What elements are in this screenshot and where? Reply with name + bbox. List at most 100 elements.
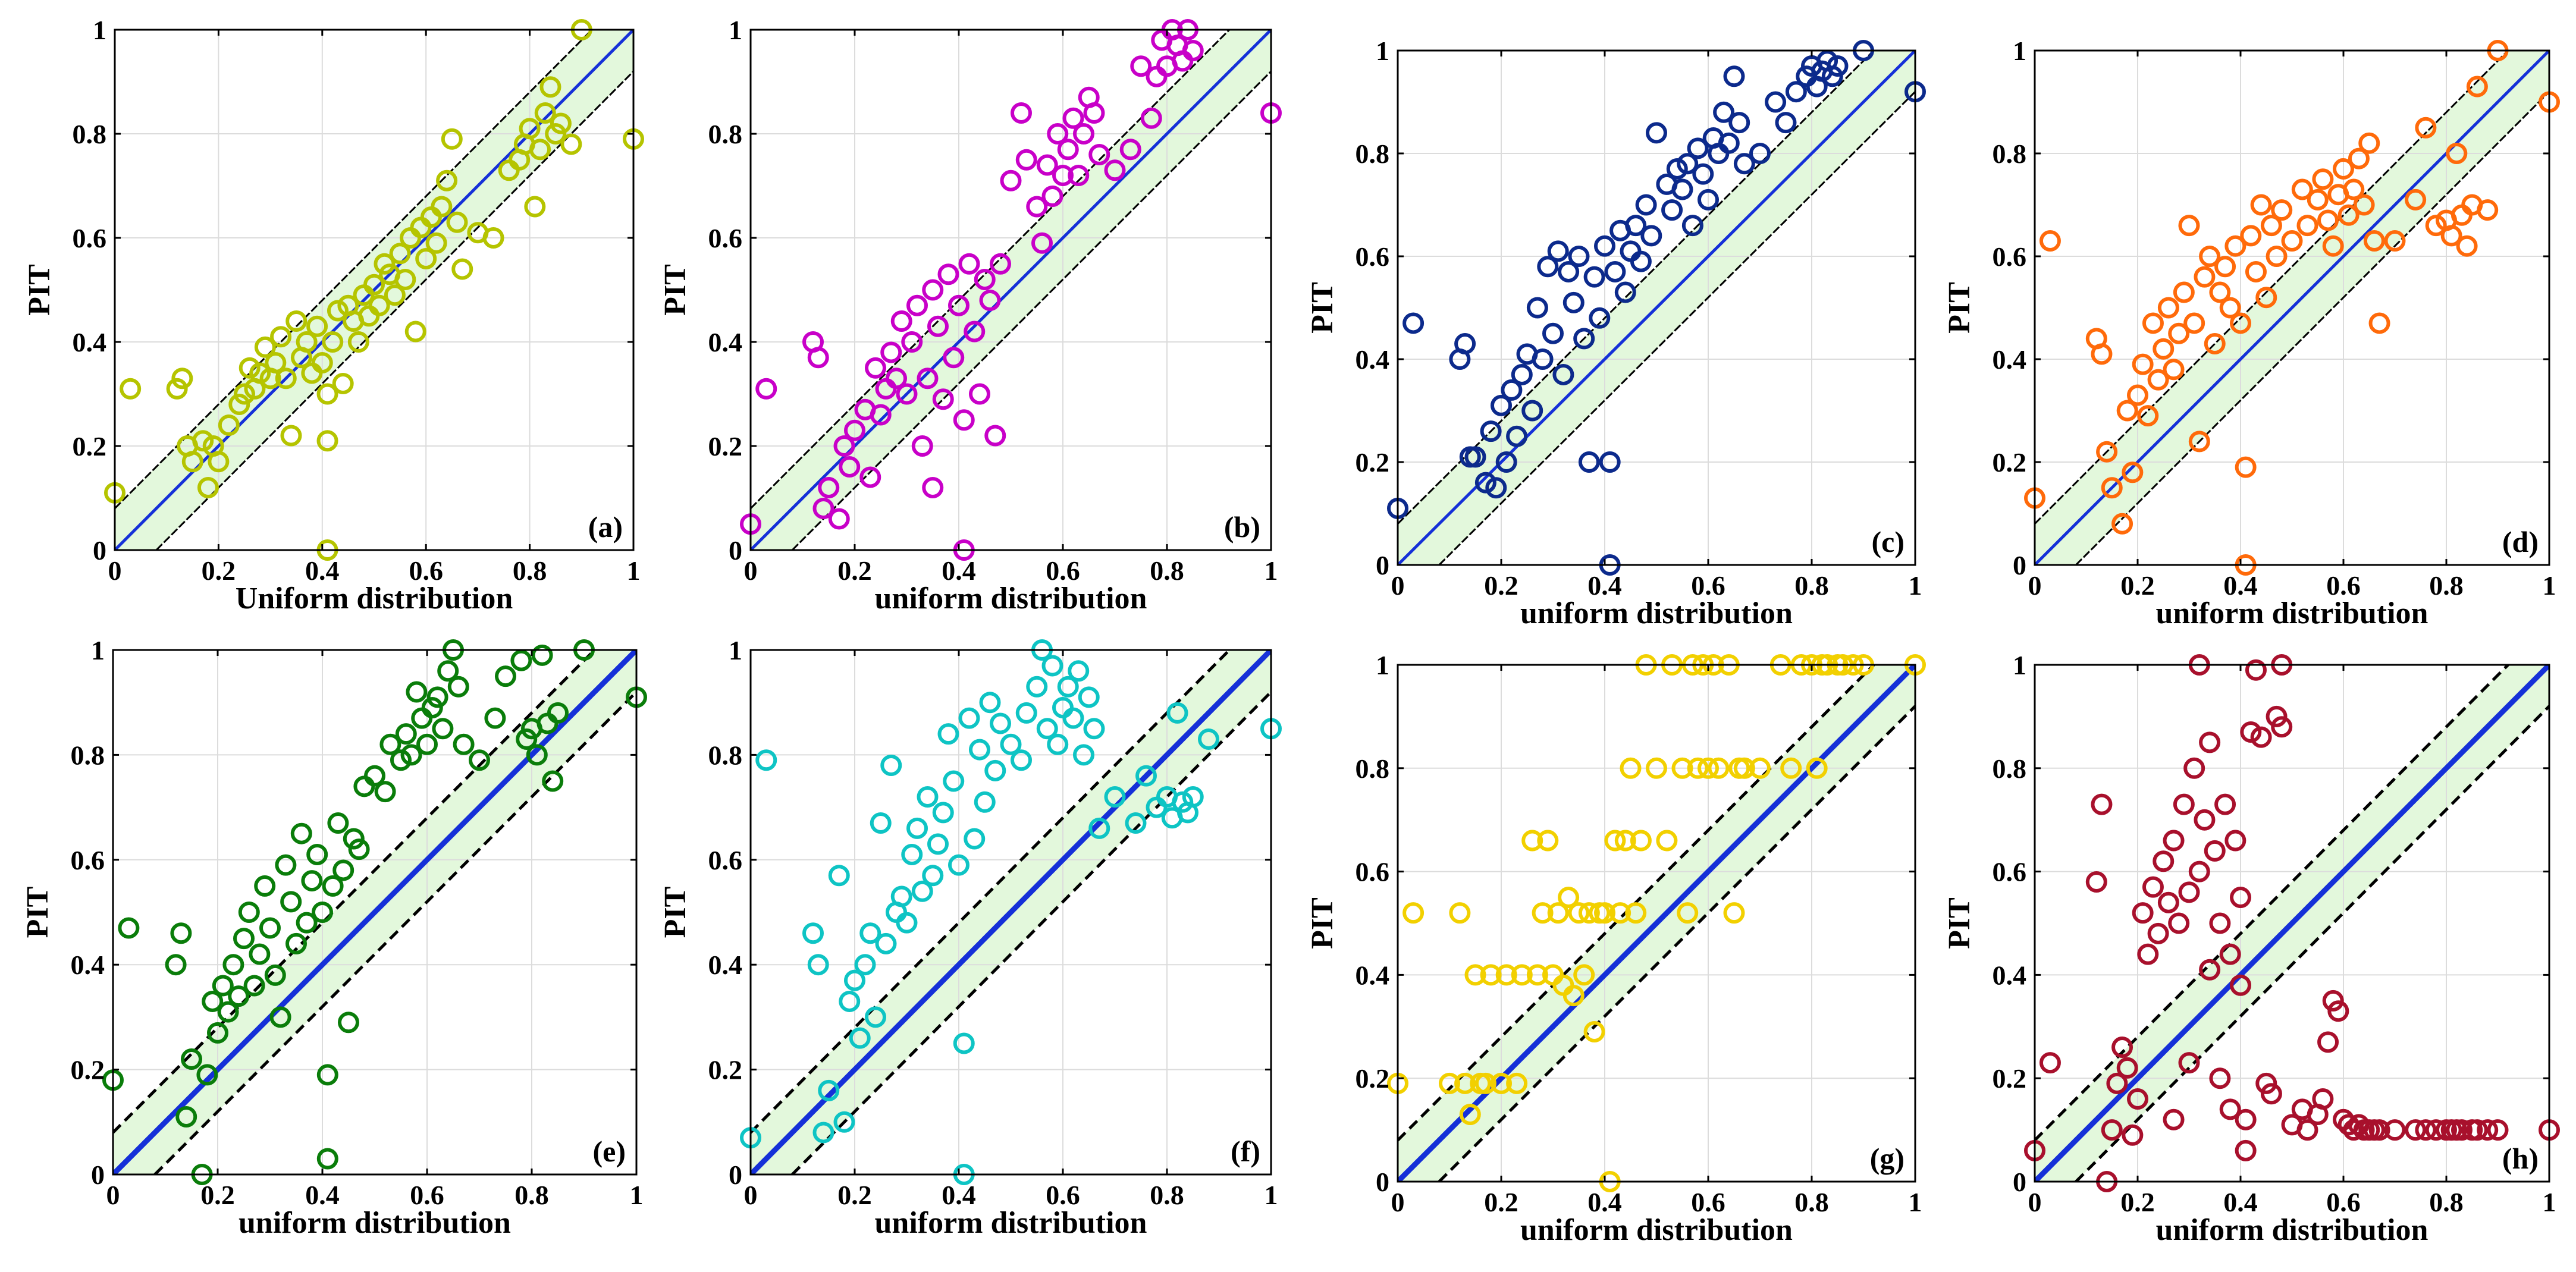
- panel-g: 0 0.2 0.4 0.6 0.8 1 0 0.2 0.4 0.6 0.8 1 uniform dist…: [1306, 650, 1926, 1247]
- data-point: [875, 932, 897, 954]
- data-point: [482, 227, 504, 249]
- data-point: [1583, 266, 1605, 288]
- data-point: [547, 702, 569, 724]
- data-point: [1480, 964, 1502, 986]
- diagonal-line: [1398, 51, 1915, 565]
- data-point: [322, 331, 344, 353]
- data-point: [2137, 943, 2159, 965]
- data-point: [906, 817, 928, 839]
- data-point: [1713, 101, 1735, 123]
- data-point: [2368, 1119, 2390, 1141]
- y-tick-label: 0.2: [71, 1055, 105, 1085]
- data-point: [958, 707, 980, 729]
- data-point: [2456, 235, 2478, 257]
- data-point: [1464, 446, 1486, 468]
- data-point: [1073, 744, 1094, 766]
- data-point: [296, 912, 318, 934]
- data-point: [1614, 281, 1636, 303]
- data-point: [233, 928, 255, 950]
- data-point: [2209, 1067, 2231, 1089]
- data-points: [1387, 40, 1926, 576]
- data-point: [2219, 943, 2241, 965]
- data-point: [859, 466, 881, 488]
- data-point: [1501, 379, 1523, 401]
- x-tick-label: 0.4: [305, 555, 340, 586]
- data-point: [2405, 189, 2427, 211]
- lower-band-line: [155, 70, 633, 550]
- data-point: [516, 728, 538, 750]
- data-point: [2122, 461, 2144, 483]
- data-point: [969, 739, 990, 761]
- data-point: [2477, 1119, 2499, 1141]
- data-point: [2163, 830, 2185, 852]
- x-tick-label: 1: [1909, 570, 1922, 601]
- data-point: [524, 196, 546, 218]
- x-tick-label: 0.6: [1691, 570, 1725, 601]
- data-point: [437, 660, 459, 682]
- data-point: [1119, 139, 1141, 161]
- data-point: [338, 1012, 359, 1034]
- data-point: [2219, 1098, 2241, 1120]
- data-point: [311, 352, 333, 373]
- axes-box: [749, 29, 1272, 551]
- data-point: [2343, 178, 2365, 200]
- data-point: [374, 781, 396, 803]
- data-point: [1125, 812, 1147, 834]
- data-point: [844, 969, 865, 991]
- data-point: [1130, 55, 1152, 77]
- data-point: [1646, 122, 1667, 144]
- data-point: [1558, 887, 1580, 909]
- x-tick-label: 0.2: [837, 1180, 872, 1210]
- data-point: [964, 828, 986, 850]
- y-tick-label: 0: [1376, 1167, 1389, 1197]
- data-point: [953, 409, 975, 431]
- data-point: [426, 686, 448, 708]
- y-axis-label: PIT: [23, 264, 57, 316]
- data-point: [316, 1148, 338, 1170]
- data-point: [1698, 189, 1719, 211]
- y-tick-label: 0.2: [1356, 447, 1390, 478]
- data-point: [2260, 215, 2282, 237]
- data-point: [2296, 1119, 2318, 1141]
- x-axis-label: uniform distribution: [1520, 1213, 1793, 1247]
- data-point: [1620, 757, 1642, 779]
- data-point: [249, 362, 271, 384]
- data-point: [1485, 477, 1507, 499]
- data-point: [1439, 1072, 1460, 1094]
- data-point: [2312, 168, 2334, 190]
- data-point: [2307, 189, 2329, 211]
- x-tick-label: 1: [2543, 1187, 2556, 1217]
- data-point: [1562, 985, 1584, 1007]
- data-point: [269, 1006, 291, 1028]
- panel-label: (b): [1224, 510, 1260, 544]
- data-point: [197, 477, 219, 498]
- data-point: [327, 300, 349, 322]
- data-point: [1749, 143, 1771, 164]
- upper-band-line: [115, 30, 593, 510]
- data-point: [1068, 165, 1090, 186]
- data-point: [2214, 256, 2236, 278]
- data-point: [1073, 123, 1094, 145]
- x-tick-label: 1: [1265, 555, 1278, 586]
- y-tick-label: 0.2: [708, 1055, 743, 1085]
- data-point: [2446, 143, 2468, 164]
- data-point: [306, 843, 328, 865]
- data-point: [896, 912, 918, 934]
- data-point: [1698, 757, 1719, 779]
- data-point: [1036, 154, 1058, 176]
- data-point: [2266, 705, 2288, 727]
- data-point: [1547, 240, 1569, 262]
- data-point: [1047, 123, 1069, 145]
- data-point: [1402, 312, 1425, 334]
- y-tick-label: 0.2: [1993, 447, 2027, 478]
- x-tick-label: 0.6: [409, 555, 443, 586]
- data-point: [1547, 902, 1569, 924]
- x-tick-label: 0.2: [2120, 570, 2155, 601]
- x-tick-label: 0.4: [305, 1180, 340, 1210]
- data-point: [400, 744, 422, 766]
- data-point: [1526, 964, 1548, 986]
- y-tick-label: 0: [2013, 1167, 2026, 1197]
- data-point: [2266, 246, 2288, 267]
- data-point: [181, 451, 203, 473]
- y-tick-label: 0.8: [1356, 139, 1390, 169]
